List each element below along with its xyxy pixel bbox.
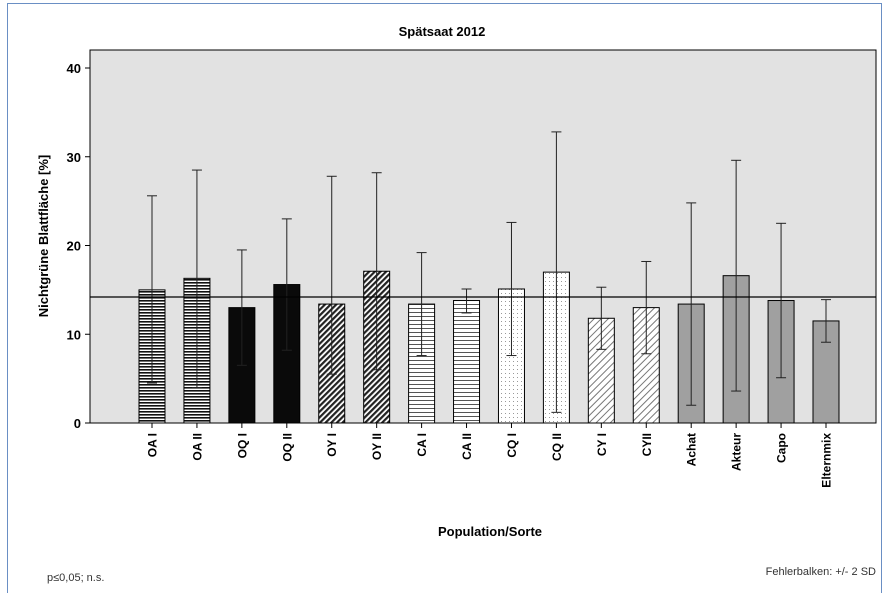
bar <box>454 301 480 423</box>
category-label: OY I <box>325 433 339 457</box>
error-bar-note: Fehlerbalken: +/- 2 SD <box>766 566 876 578</box>
category-label: OQ I <box>235 433 249 458</box>
category-label: CA II <box>460 433 474 460</box>
y-axis-title: Nichtgrüne Blattfläche [%] <box>36 155 51 318</box>
category-label: OY II <box>370 433 384 460</box>
category-label: Achat <box>685 433 699 466</box>
category-label: Elternmix <box>820 433 834 488</box>
x-axis-title: Population/Sorte <box>438 524 542 539</box>
category-label: CQ I <box>505 433 519 458</box>
y-tick-label: 10 <box>67 327 81 342</box>
y-tick-label: 0 <box>74 416 81 431</box>
category-label: CQ II <box>550 433 564 461</box>
category-label: CY I <box>595 433 609 456</box>
y-tick-label: 30 <box>67 150 81 165</box>
category-label: OA I <box>146 433 160 457</box>
category-label: OQ II <box>280 433 294 462</box>
y-tick-label: 40 <box>67 61 81 76</box>
category-label: Akteur <box>730 433 744 471</box>
significance-note: p≤0,05; n.s. <box>47 572 104 584</box>
category-label: CA I <box>415 433 429 457</box>
category-label: Capo <box>775 433 789 463</box>
y-tick-label: 20 <box>67 239 81 254</box>
chart-title: Spätsaat 2012 <box>399 24 486 39</box>
category-label: CYII <box>640 433 654 456</box>
y-axis: 0 10 20 30 40 <box>67 61 90 431</box>
category-label: OA II <box>190 433 204 461</box>
category-labels: OA I OA II OQ I OQ II OY I OY II CA I CA II CQ I… <box>146 423 834 488</box>
